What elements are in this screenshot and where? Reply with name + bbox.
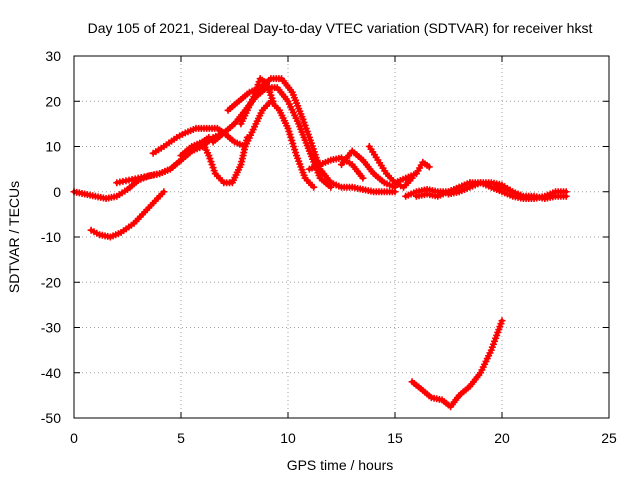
data-marks [70, 75, 570, 411]
y-tick-label: -20 [41, 274, 61, 290]
series-arc-q [408, 317, 506, 411]
series-arc-b [87, 188, 168, 241]
y-tick-label: -10 [41, 229, 61, 245]
data-point [310, 183, 318, 191]
y-tick-label: -50 [41, 410, 61, 426]
y-tick-label: -40 [41, 365, 61, 381]
plot-frame [73, 55, 610, 419]
data-point [359, 174, 367, 182]
y-tick-label: 30 [45, 48, 61, 64]
data-point [160, 188, 168, 196]
data-point [269, 97, 277, 105]
x-tick-label: 15 [387, 430, 403, 446]
x-tick-label: 10 [280, 430, 296, 446]
y-axis-label: SDTVAR / TECUs [6, 181, 22, 293]
x-tick-label: 25 [601, 430, 617, 446]
series-arc-i [305, 154, 367, 182]
y-tick-label: 10 [45, 139, 61, 155]
series-arc-f [209, 97, 318, 191]
series-arc-l [391, 158, 433, 187]
chart-title: Day 105 of 2021, Sidereal Day-to-day VTE… [88, 20, 593, 36]
data-point [425, 163, 433, 171]
y-tick-label: -30 [41, 320, 61, 336]
x-tick-label: 0 [70, 430, 78, 446]
series-arc-p [487, 183, 570, 203]
x-axis-label: GPS time / hours [287, 457, 394, 473]
data-point [562, 188, 570, 196]
series-arc-e [177, 133, 251, 187]
axis-tick-labels: 0 5 10 15 20 25 -50 -40 -30 -20 -10 0 10 20 30 [41, 48, 617, 446]
series-arc-j [338, 147, 399, 191]
grid [74, 56, 609, 418]
y-tick-label: 0 [53, 184, 61, 200]
y-tick-label: 20 [45, 93, 61, 109]
data-point [498, 317, 506, 325]
series-arc-h [224, 75, 399, 196]
x-tick-label: 5 [177, 430, 185, 446]
x-tick-label: 20 [494, 430, 510, 446]
